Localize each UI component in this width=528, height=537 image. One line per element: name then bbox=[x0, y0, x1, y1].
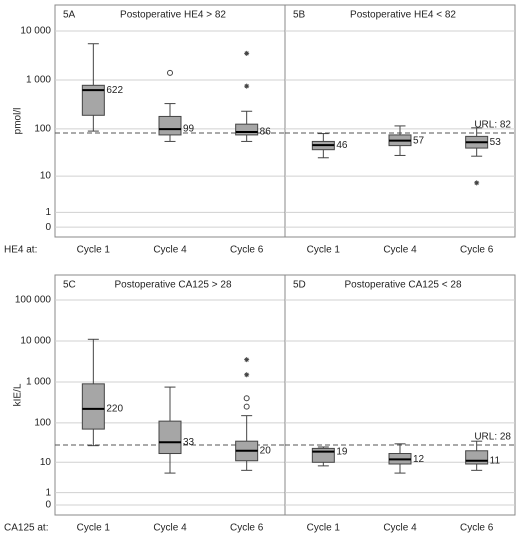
y-tick-label: 100 bbox=[34, 417, 51, 428]
box bbox=[311, 447, 335, 463]
x-tick-label: Cycle 4 bbox=[383, 245, 417, 256]
y-tick-label: 10 000 bbox=[20, 336, 51, 347]
y-axis-label: kIE/L bbox=[13, 383, 24, 406]
y-axis-label: pmol/l bbox=[13, 108, 24, 135]
median-label: 12 bbox=[413, 454, 425, 465]
x-tick-label: Cycle 6 bbox=[230, 523, 264, 534]
median-label: 33 bbox=[183, 437, 195, 448]
panel-label: 5B bbox=[293, 10, 306, 21]
x-tick-label: Cycle 1 bbox=[77, 523, 111, 534]
y-tick-label: 1 000 bbox=[26, 75, 51, 86]
row-label: HE4 at: bbox=[4, 245, 37, 256]
y-tick-label: 100 000 bbox=[15, 295, 52, 306]
x-tick-label: Cycle 4 bbox=[383, 523, 417, 534]
reference-label: URL: 82 bbox=[474, 120, 511, 131]
extreme bbox=[244, 372, 250, 378]
panel-label: 5C bbox=[63, 280, 76, 291]
outlier bbox=[243, 403, 250, 410]
extreme bbox=[244, 357, 250, 363]
median-label: 86 bbox=[260, 127, 272, 138]
median-label: 19 bbox=[336, 446, 348, 457]
box bbox=[235, 123, 259, 136]
x-tick-label: Cycle 4 bbox=[153, 245, 187, 256]
box bbox=[81, 383, 105, 430]
extreme bbox=[244, 50, 250, 56]
panel-label: 5D bbox=[293, 280, 306, 291]
y-tick-label: 1 000 bbox=[26, 377, 51, 388]
y-tick-label: 1 bbox=[45, 487, 51, 498]
median-label: 220 bbox=[106, 404, 123, 415]
panel-title: Postoperative CA125 < 28 bbox=[344, 280, 461, 291]
box bbox=[158, 115, 182, 136]
median-label: 622 bbox=[106, 85, 123, 96]
median-label: 46 bbox=[336, 140, 348, 151]
median-label: 11 bbox=[490, 455, 501, 466]
y-tick-label: 0 bbox=[45, 222, 51, 233]
panel-title: Postoperative CA125 > 28 bbox=[114, 280, 231, 291]
box bbox=[465, 450, 489, 465]
x-tick-label: Cycle 1 bbox=[307, 245, 341, 256]
x-tick-label: Cycle 6 bbox=[460, 523, 494, 534]
x-tick-label: Cycle 1 bbox=[77, 245, 111, 256]
x-tick-label: Cycle 6 bbox=[460, 245, 494, 256]
panel-frame bbox=[284, 274, 516, 516]
panel-title: Postoperative HE4 > 82 bbox=[120, 10, 226, 21]
y-tick-label: 10 bbox=[40, 171, 52, 182]
y-tick-label: 0 bbox=[45, 500, 51, 511]
y-tick-label: 1 bbox=[45, 207, 51, 218]
panel-title: Postoperative HE4 < 82 bbox=[350, 10, 456, 21]
x-tick-label: Cycle 4 bbox=[153, 523, 187, 534]
x-tick-label: Cycle 1 bbox=[307, 523, 341, 534]
outlier bbox=[167, 69, 173, 76]
box bbox=[158, 420, 182, 455]
y-tick-label: 100 bbox=[34, 124, 51, 135]
box bbox=[81, 84, 105, 116]
reference-label: URL: 28 bbox=[474, 432, 511, 443]
x-tick-label: Cycle 6 bbox=[230, 245, 264, 256]
panel-frame bbox=[284, 4, 516, 238]
y-tick-label: 10 bbox=[40, 457, 52, 468]
median-label: 53 bbox=[490, 137, 502, 148]
median-label: 20 bbox=[260, 445, 272, 456]
median-label: 99 bbox=[183, 124, 195, 135]
row-label: CA125 at: bbox=[4, 523, 48, 534]
y-tick-label: 10 000 bbox=[20, 26, 51, 37]
extreme bbox=[474, 180, 480, 186]
median-label: 57 bbox=[413, 135, 425, 146]
outlier bbox=[243, 395, 250, 402]
panel-label: 5A bbox=[63, 10, 76, 21]
extreme bbox=[244, 83, 250, 89]
